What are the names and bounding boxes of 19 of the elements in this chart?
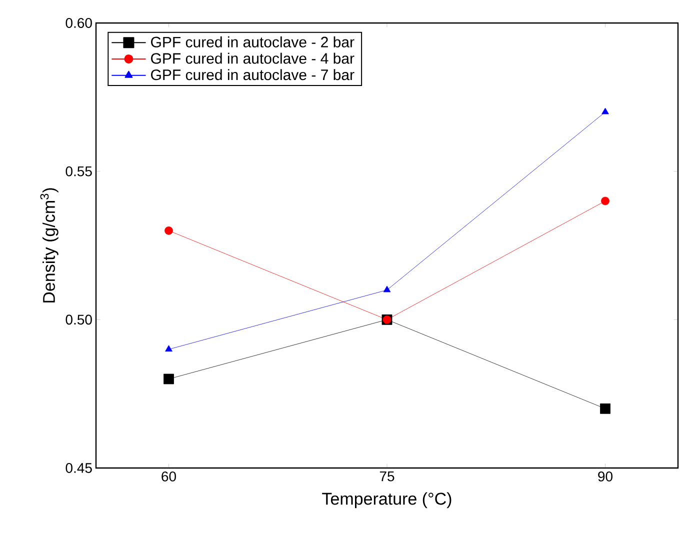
legend-label: GPF cured in autoclave - 2 bar [151, 36, 354, 48]
point [383, 286, 391, 292]
point [600, 403, 610, 414]
x-tick-label: 75 [380, 472, 394, 482]
y-tick-label: 0.55 [66, 166, 92, 176]
x-tick-label: 90 [598, 472, 612, 482]
y-axis-title: Density (g/cm$^{3}$) [40, 188, 58, 302]
point [164, 374, 174, 384]
x-tick-label: 60 [162, 472, 176, 482]
y-tick-label: 0.60 [66, 18, 92, 28]
legend-label: GPF cured in autoclave - 4 bar [151, 52, 354, 64]
point [164, 226, 173, 235]
x-axis-title: Temperature (°C) [322, 492, 452, 508]
y-tick-label: 0.45 [66, 463, 92, 473]
y-tick-label: 0.50 [66, 314, 92, 325]
point [165, 345, 172, 352]
legend-label: GPF cured in autoclave - 7 bar [151, 69, 354, 80]
point [601, 196, 610, 206]
point [602, 108, 609, 114]
